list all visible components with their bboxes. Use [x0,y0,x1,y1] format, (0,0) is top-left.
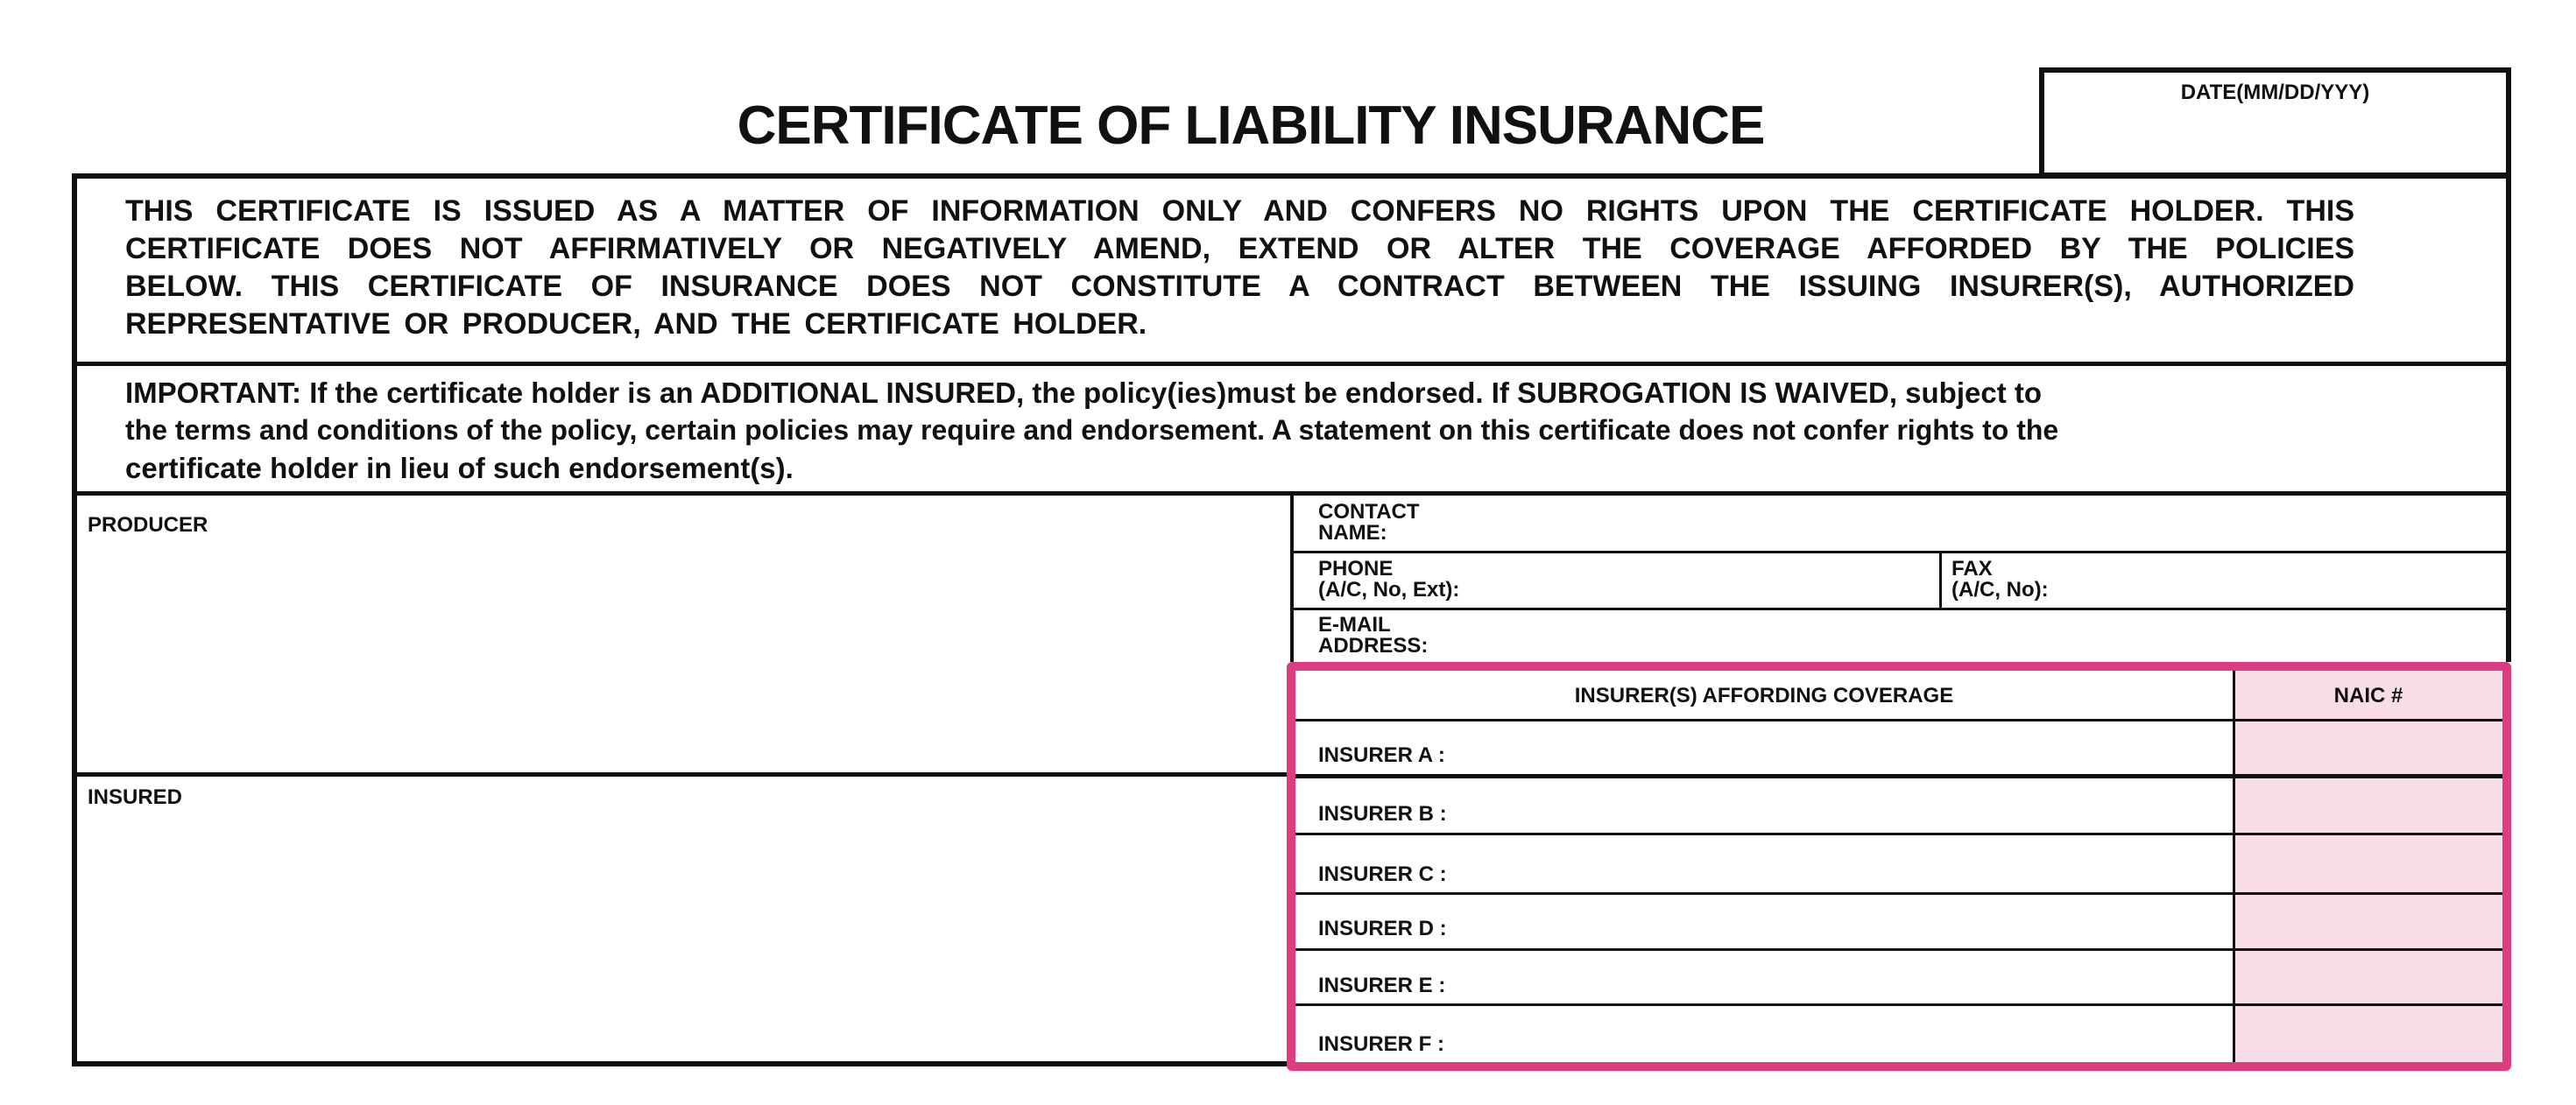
insurer-f-label: INSURER F : [1318,1032,1444,1056]
naic-header: NAIC # [2333,684,2403,707]
important-line: IMPORTANT: If the certificate holder is … [125,377,2043,409]
divider [2233,671,2235,1062]
producer-field[interactable] [77,525,1286,771]
divider [1295,948,2502,951]
fax-label-line: (A/C, No): [1951,578,2049,602]
phone-label-line: (A/C, No, Ext): [1318,578,1460,602]
insured-field[interactable] [77,814,1286,1059]
divider [1292,551,2509,553]
contact-label-line: CONTACT [1318,500,1420,524]
divider [72,362,2511,366]
insurers-header: INSURER(S) AFFORDING COVERAGE [1574,684,1954,707]
disclaimer-line: CERTIFICATE DOES NOT AFFIRMATIVELY OR NE… [125,232,2354,265]
insured-label: INSURED [88,785,183,809]
fax-label-line: FAX [1951,557,1993,581]
contact-label: CONTACT NAME: [1318,502,1420,544]
divider [1292,608,2509,610]
naic-column [2234,671,2502,1062]
date-label: DATE(MM/DD/YYY) [2180,81,2370,104]
fax-label: FAX (A/C, No): [1951,559,2049,601]
divider [1295,719,2502,721]
insurer-d-label: INSURER D : [1318,917,1447,940]
phone-label: PHONE (A/C, No, Ext): [1318,559,1459,601]
email-label: E-MAIL ADDRESS: [1318,615,1428,657]
producer-label: PRODUCER [88,513,208,537]
divider [1939,552,1942,609]
divider [1295,1003,2502,1006]
disclaimer-line: REPRESENTATIVE OR PRODUCER, AND THE CERT… [125,307,1147,341]
email-label-line: ADDRESS: [1318,634,1429,658]
page-title: CERTIFICATE OF LIABILITY INSURANCE [737,95,1766,156]
insurer-c-label: INSURER C : [1318,862,1447,886]
important-line: the terms and conditions of the policy, … [125,414,2059,446]
disclaimer-line: THIS CERTIFICATE IS ISSUED AS A MATTER O… [125,194,2354,228]
important-line: certificate holder in lieu of such endor… [125,452,794,484]
insurer-a-label: INSURER A : [1318,743,1445,767]
insurer-b-label: INSURER B : [1318,802,1447,826]
divider [1295,892,2502,895]
insurer-e-label: INSURER E : [1318,974,1446,997]
insurers-highlight [1287,662,2511,1071]
disclaimer-line: BELOW. THIS CERTIFICATE OF INSURANCE DOE… [125,270,2354,303]
phone-label-line: PHONE [1318,557,1394,581]
divider [72,772,1294,777]
email-label-line: E-MAIL [1318,613,1391,637]
contact-label-line: NAME: [1318,521,1387,545]
divider [1295,774,2502,778]
divider [1295,833,2502,835]
